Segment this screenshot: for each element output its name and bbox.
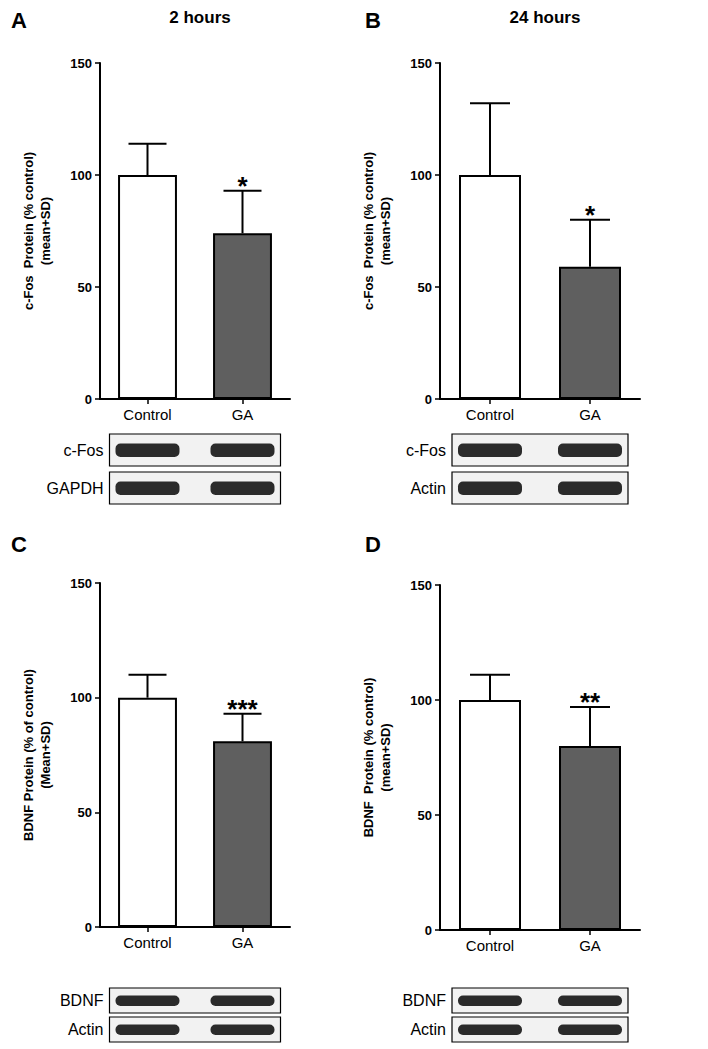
svg-text:D: D bbox=[365, 532, 381, 557]
svg-text:50: 50 bbox=[78, 280, 92, 295]
svg-text:*: * bbox=[585, 200, 596, 230]
svg-text:c-Fos Protein (% control): c-Fos Protein (% control) bbox=[361, 152, 376, 310]
svg-text:Actin: Actin bbox=[410, 480, 446, 497]
svg-text:24 hours: 24 hours bbox=[510, 8, 581, 27]
svg-text:0: 0 bbox=[425, 923, 432, 938]
svg-text:50: 50 bbox=[418, 280, 432, 295]
svg-text:Control: Control bbox=[123, 934, 171, 951]
svg-text:(mean+SD): (mean+SD) bbox=[378, 197, 393, 265]
svg-text:0: 0 bbox=[425, 392, 432, 407]
svg-text:BDNF Protein (% control): BDNF Protein (% control) bbox=[361, 678, 376, 838]
svg-text:(mean+SD): (mean+SD) bbox=[38, 197, 53, 265]
svg-text:***: *** bbox=[227, 694, 258, 724]
svg-text:GA: GA bbox=[579, 937, 601, 954]
svg-text:BDNF: BDNF bbox=[402, 992, 446, 1009]
svg-text:B: B bbox=[365, 8, 381, 33]
svg-text:GAPDH: GAPDH bbox=[47, 480, 104, 497]
svg-text:0: 0 bbox=[85, 920, 92, 935]
svg-text:GA: GA bbox=[232, 934, 254, 951]
svg-text:(mean+SD): (mean+SD) bbox=[378, 723, 393, 791]
svg-text:Control: Control bbox=[466, 406, 514, 423]
svg-text:C: C bbox=[11, 532, 27, 557]
svg-text:150: 150 bbox=[410, 578, 432, 593]
svg-text:GA: GA bbox=[232, 406, 254, 423]
svg-text:Actin: Actin bbox=[410, 1021, 446, 1038]
svg-text:BDNF Protein (% of control): BDNF Protein (% of control) bbox=[21, 669, 36, 841]
svg-text:100: 100 bbox=[70, 168, 92, 183]
svg-text:50: 50 bbox=[418, 808, 432, 823]
svg-text:c-Fos: c-Fos bbox=[406, 442, 446, 459]
svg-text:Control: Control bbox=[466, 937, 514, 954]
svg-text:Control: Control bbox=[123, 406, 171, 423]
svg-text:0: 0 bbox=[85, 392, 92, 407]
svg-text:(Mean+SD): (Mean+SD) bbox=[38, 721, 53, 789]
svg-text:*: * bbox=[237, 171, 248, 201]
svg-text:BDNF: BDNF bbox=[60, 992, 104, 1009]
svg-text:c-Fos Protein (% control): c-Fos Protein (% control) bbox=[21, 152, 36, 310]
svg-text:c-Fos: c-Fos bbox=[64, 442, 104, 459]
svg-text:150: 150 bbox=[70, 576, 92, 591]
svg-text:**: ** bbox=[580, 687, 601, 717]
svg-text:150: 150 bbox=[410, 56, 432, 71]
svg-text:Actin: Actin bbox=[68, 1021, 104, 1038]
svg-text:50: 50 bbox=[78, 805, 92, 820]
svg-text:150: 150 bbox=[70, 56, 92, 71]
svg-text:100: 100 bbox=[70, 690, 92, 705]
svg-text:2 hours: 2 hours bbox=[169, 8, 230, 27]
svg-text:100: 100 bbox=[410, 168, 432, 183]
svg-text:GA: GA bbox=[579, 406, 601, 423]
svg-text:A: A bbox=[11, 8, 27, 33]
svg-text:100: 100 bbox=[410, 693, 432, 708]
